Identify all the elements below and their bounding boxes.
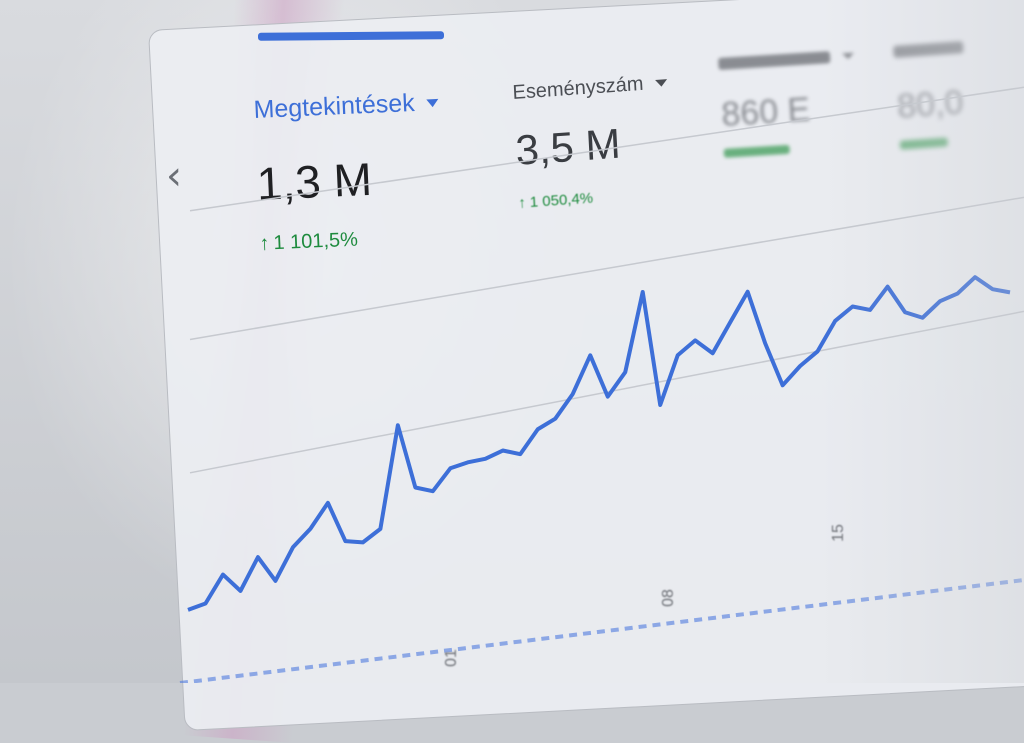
gridline — [190, 197, 1024, 339]
chart-baseline — [180, 580, 1024, 683]
chart-gridlines — [190, 87, 1024, 473]
gridline — [190, 87, 1024, 210]
x-tick-label: 01 — [444, 649, 460, 667]
line-chart — [0, 0, 1024, 683]
chart-series — [188, 277, 1010, 610]
chart-series-line — [188, 277, 1010, 610]
x-tick-label: 08 — [661, 589, 677, 607]
x-tick-label: 15 — [831, 524, 847, 542]
